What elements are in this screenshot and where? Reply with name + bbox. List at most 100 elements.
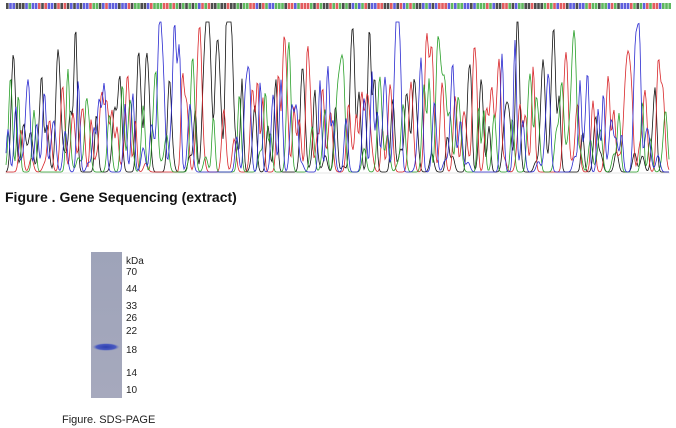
base-call (646, 3, 649, 9)
base-call (50, 3, 54, 9)
base-call (601, 3, 604, 9)
base-call (498, 3, 502, 9)
base-call (614, 3, 617, 9)
base-call (543, 3, 547, 9)
base-call (393, 3, 396, 9)
base-call (252, 3, 255, 9)
base-call (326, 3, 329, 9)
base-call (562, 3, 566, 9)
base-call (582, 3, 585, 9)
base-call (166, 3, 169, 9)
base-call (505, 3, 508, 9)
base-call (137, 3, 140, 9)
marker-label: 10 (126, 385, 138, 396)
base-call (233, 3, 236, 9)
base-call (566, 3, 569, 9)
base-call (114, 3, 118, 9)
base-call (185, 3, 188, 9)
base-call (460, 3, 463, 9)
base-call (412, 3, 415, 9)
base-call (636, 3, 639, 9)
base-call (18, 3, 22, 9)
base-call (383, 3, 387, 9)
base-call (514, 3, 518, 9)
base-call (454, 3, 457, 9)
base-call (578, 3, 582, 9)
base-call (591, 3, 595, 9)
base-call (575, 3, 579, 9)
base-call (73, 3, 76, 9)
base-call (15, 3, 19, 9)
base-call (79, 3, 83, 9)
base-call (415, 3, 419, 9)
base-call (95, 3, 99, 9)
base-call (422, 3, 425, 9)
base-call (626, 3, 630, 9)
base-call (22, 3, 25, 9)
base-call (418, 3, 422, 9)
base-call (550, 3, 553, 9)
base-call (217, 3, 220, 9)
base-call (639, 3, 643, 9)
base-call (489, 3, 492, 9)
base-call (191, 3, 195, 9)
base-call (28, 3, 31, 9)
base-call (367, 3, 371, 9)
base-call (399, 3, 403, 9)
chromatogram (5, 3, 671, 173)
base-call (396, 3, 399, 9)
base-call (518, 3, 521, 9)
base-call (444, 3, 447, 9)
base-call (150, 3, 153, 9)
base-call (207, 3, 211, 9)
base-call (530, 3, 534, 9)
base-call (210, 3, 214, 9)
base-call (25, 3, 28, 9)
base-call (342, 3, 345, 9)
base-call (495, 3, 499, 9)
base-call (425, 3, 428, 9)
base-call (386, 3, 390, 9)
base-call (34, 3, 38, 9)
base-call (60, 3, 63, 9)
base-call (527, 3, 531, 9)
base-call (175, 3, 179, 9)
base-call (556, 3, 559, 9)
base-call (534, 3, 537, 9)
base-call (31, 3, 35, 9)
base-call (617, 3, 620, 9)
base-call (316, 3, 319, 9)
base-call (287, 3, 291, 9)
base-call (428, 3, 431, 9)
base-call (438, 3, 441, 9)
base-call (335, 3, 339, 9)
base-call (377, 3, 380, 9)
base-call (623, 3, 627, 9)
base-call (153, 3, 156, 9)
base-call (124, 3, 127, 9)
base-call (143, 3, 147, 9)
base-call (604, 3, 607, 9)
base-call (226, 3, 230, 9)
base-call (111, 3, 115, 9)
base-call (338, 3, 342, 9)
base-call (466, 3, 470, 9)
base-call (585, 3, 588, 9)
base-call (537, 3, 540, 9)
base-call (310, 3, 313, 9)
base-call (198, 3, 201, 9)
base-call (364, 3, 367, 9)
base-call (598, 3, 601, 9)
base-call (457, 3, 460, 9)
base-call (89, 3, 92, 9)
base-call (86, 3, 89, 9)
base-call (553, 3, 556, 9)
base-call (127, 3, 131, 9)
base-call (345, 3, 348, 9)
base-call (511, 3, 515, 9)
base-call (134, 3, 137, 9)
base-call (271, 3, 275, 9)
base-call (390, 3, 393, 9)
base-call (290, 3, 294, 9)
